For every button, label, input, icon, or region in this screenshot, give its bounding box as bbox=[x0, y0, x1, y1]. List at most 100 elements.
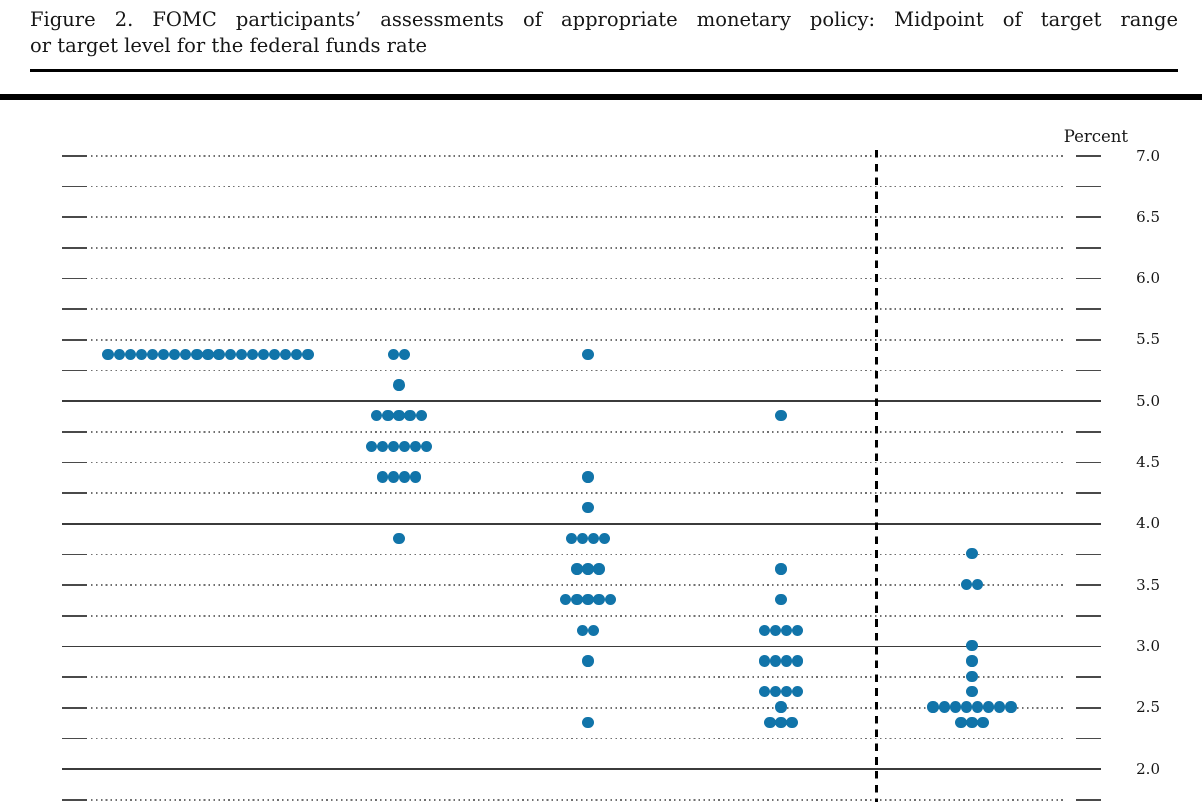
fomc-dot bbox=[966, 547, 978, 560]
gridline-left-tick bbox=[62, 185, 87, 188]
fomc-dot bbox=[365, 440, 377, 452]
fomc-dot bbox=[409, 440, 422, 452]
fomc-dot bbox=[235, 348, 247, 360]
fomc-dot bbox=[280, 348, 292, 360]
fomc-dot bbox=[758, 655, 771, 667]
fomc-dot bbox=[376, 471, 389, 483]
y-tick-label: 5.0 bbox=[1136, 391, 1160, 410]
fomc-dot bbox=[1005, 701, 1017, 713]
fomc-dot bbox=[966, 655, 978, 667]
fomc-dot bbox=[786, 716, 798, 728]
fomc-dot bbox=[415, 409, 427, 422]
fomc-dot bbox=[169, 348, 181, 360]
fomc-dot bbox=[775, 409, 787, 422]
gridline-left-tick bbox=[62, 338, 87, 341]
fomc-dot bbox=[994, 701, 1006, 713]
gridline-right-tick bbox=[1076, 461, 1101, 464]
gridline-left-tick bbox=[62, 461, 87, 464]
fomc-dot bbox=[775, 563, 787, 575]
fomc-dot bbox=[191, 348, 203, 360]
y-tick-label: 2.5 bbox=[1136, 698, 1160, 717]
gridline-left-tick bbox=[62, 706, 87, 709]
fomc-dot bbox=[587, 624, 600, 636]
gridline-dotted bbox=[91, 706, 1066, 709]
fomc-dot bbox=[938, 701, 950, 713]
gridline-right-tick bbox=[1076, 614, 1101, 617]
gridline-dotted bbox=[91, 553, 1066, 556]
title-rule bbox=[30, 69, 1178, 72]
gridline-dotted bbox=[91, 798, 1066, 801]
gridline-left-tick bbox=[62, 676, 87, 678]
gridline-right-tick bbox=[1076, 338, 1101, 341]
fomc-dot bbox=[971, 578, 984, 590]
fomc-dot bbox=[587, 532, 600, 544]
gridline-dotted bbox=[91, 676, 1066, 678]
gridline-right-tick bbox=[1076, 492, 1101, 494]
fomc-dot bbox=[376, 440, 389, 452]
fomc-dot bbox=[404, 409, 416, 422]
fomc-dot bbox=[769, 655, 782, 667]
fomc-dot bbox=[977, 716, 989, 728]
fomc-dot bbox=[791, 685, 804, 698]
fomc-dot bbox=[202, 348, 214, 360]
gridline-dotted bbox=[91, 277, 1066, 280]
fomc-dot bbox=[302, 348, 314, 360]
gridline-right-tick bbox=[1076, 216, 1101, 218]
gridline-right-tick bbox=[1076, 277, 1101, 280]
gridline-right-tick bbox=[1076, 737, 1101, 740]
y-tick-label: 6.5 bbox=[1136, 207, 1160, 226]
gridline-dotted bbox=[91, 185, 1066, 188]
gridline-right-tick bbox=[1076, 185, 1101, 188]
fomc-dot bbox=[398, 471, 411, 483]
gridline-left-tick bbox=[62, 737, 87, 740]
y-axis-unit-label: Percent bbox=[1063, 127, 1128, 146]
fomc-dot bbox=[180, 348, 192, 360]
y-tick-label: 2.0 bbox=[1136, 759, 1160, 778]
fomc-dot bbox=[576, 532, 589, 544]
figure-title-line2: or target level for the federal funds ra… bbox=[30, 34, 427, 57]
fomc-dot bbox=[421, 440, 433, 452]
gridline-left-tick bbox=[62, 584, 87, 586]
fomc-dot bbox=[268, 348, 281, 360]
gridline-dotted bbox=[91, 584, 1066, 586]
gridline-left-tick bbox=[62, 277, 87, 280]
fomc-dot bbox=[371, 409, 383, 422]
gridline-left-tick bbox=[62, 216, 87, 218]
fomc-dot bbox=[560, 593, 572, 606]
gridline-right-tick bbox=[1076, 155, 1101, 157]
fomc-dot bbox=[780, 624, 793, 636]
fomc-dot bbox=[291, 348, 303, 360]
gridline-dotted bbox=[91, 155, 1066, 157]
gridline-right-tick bbox=[1076, 798, 1101, 801]
fomc-dot bbox=[387, 471, 400, 483]
gridline-solid bbox=[62, 645, 1101, 648]
fomc-dot bbox=[593, 563, 605, 575]
y-tick-label: 3.0 bbox=[1136, 637, 1160, 656]
gridline-right-tick bbox=[1076, 584, 1101, 586]
fomc-dot bbox=[780, 655, 793, 667]
fomc-dot bbox=[582, 655, 594, 667]
figure-title: Figure 2. FOMC participants’ assessments… bbox=[30, 7, 1178, 59]
fomc-dot bbox=[593, 593, 605, 606]
fomc-dot bbox=[157, 348, 170, 360]
gridline-dotted bbox=[91, 737, 1066, 740]
fomc-dot bbox=[387, 440, 400, 452]
gridline-right-tick bbox=[1076, 706, 1101, 709]
fomc-dot bbox=[582, 348, 594, 360]
fomc-dot bbox=[393, 532, 405, 544]
fomc-dot bbox=[598, 532, 611, 544]
fomc-dot bbox=[966, 716, 978, 728]
fomc-dot bbox=[582, 716, 594, 728]
chart-top-border bbox=[0, 94, 1202, 100]
gridline-left-tick bbox=[62, 492, 87, 494]
y-tick-label: 5.5 bbox=[1136, 330, 1160, 349]
gridline-dotted bbox=[91, 246, 1066, 249]
fomc-dot bbox=[576, 624, 589, 636]
fomc-dot bbox=[582, 471, 594, 483]
y-tick-label: 4.5 bbox=[1136, 453, 1160, 472]
figure-title-line1: Figure 2. FOMC participants’ assessments… bbox=[30, 8, 1178, 31]
fomc-dot bbox=[769, 685, 782, 698]
gridline-dotted bbox=[91, 614, 1066, 617]
fomc-dot bbox=[257, 348, 270, 360]
